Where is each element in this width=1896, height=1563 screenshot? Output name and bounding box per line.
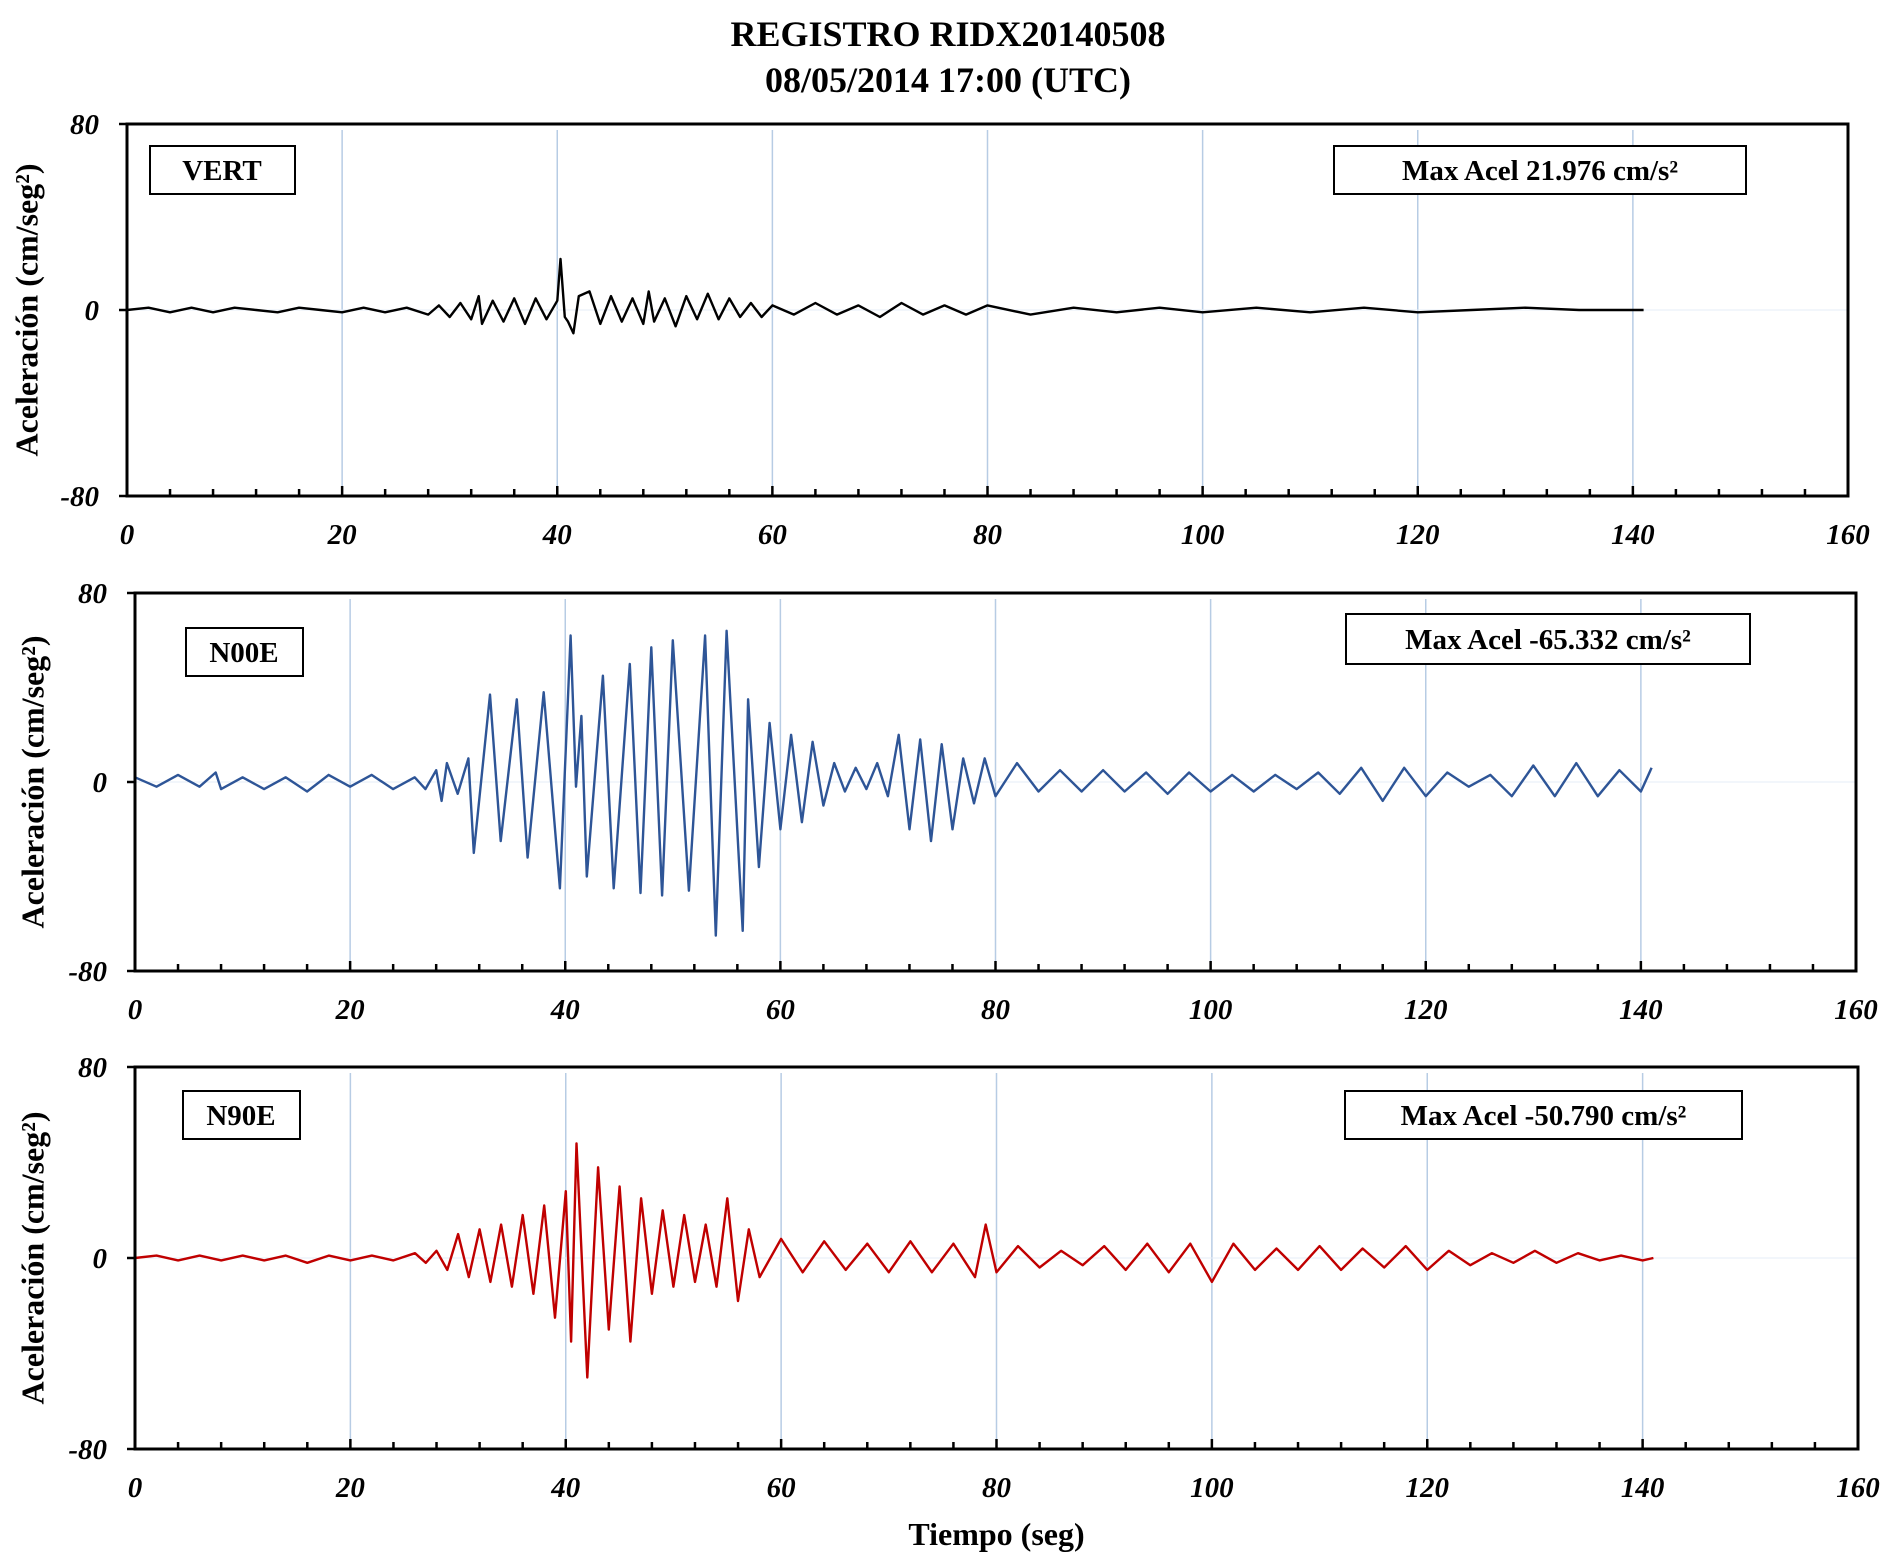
- series-line-n00e: [134, 629, 1653, 937]
- panel-n90e: 0 20 40 60 80 100 120 140 160 80 0 -80 Aceleración (…: [14, 1052, 1879, 1552]
- component-label: N00E: [209, 637, 278, 669]
- series-line-n90e: [134, 1142, 1654, 1379]
- max-accel-box: [1333, 145, 1747, 195]
- x-tick-label: 20: [327, 519, 357, 551]
- x-tick-label: 40: [550, 994, 580, 1026]
- y-tick-label: 80: [78, 578, 107, 610]
- panel-vert: 0 20 40 60 80 100 120 140 160 80 0 -80 Aceleración (…: [8, 109, 1869, 551]
- panel-n00e: 0 20 40 60 80 100 120 140 160 80 0 -80 Aceleración (…: [14, 578, 1877, 1026]
- y-tick-label: 0: [93, 767, 108, 799]
- x-tick-label: 100: [1181, 519, 1225, 551]
- x-tick-label: 60: [758, 519, 787, 551]
- x-tick-label: 120: [1406, 1472, 1450, 1504]
- x-tick-label: 80: [973, 519, 1002, 551]
- component-label: VERT: [182, 155, 262, 187]
- y-tick-label: 80: [78, 1052, 107, 1084]
- x-tick-label: 140: [1619, 994, 1663, 1026]
- x-tick-label: 0: [120, 519, 135, 551]
- component-box: [182, 1090, 301, 1140]
- x-tick-label: 140: [1621, 1472, 1665, 1504]
- x-tick-label: 0: [128, 994, 143, 1026]
- max-accel-label: Max Acel -50.790 cm/s²: [1401, 1100, 1687, 1132]
- x-tick-label: 160: [1834, 994, 1878, 1026]
- y-tick-label: 80: [70, 109, 99, 141]
- chart-subtitle: 08/05/2014 17:00 (UTC): [765, 60, 1131, 100]
- series-line-vert: [126, 257, 1644, 335]
- y-axis-label: Aceleración (cm/seg²): [14, 1111, 50, 1404]
- x-tick-label: 20: [335, 1472, 365, 1504]
- x-tick-label: 60: [767, 1472, 796, 1504]
- x-tick-label: 0: [128, 1472, 143, 1504]
- y-tick-label: -80: [68, 1434, 107, 1466]
- component-box: [149, 145, 296, 195]
- y-tick-label: -80: [60, 481, 99, 513]
- x-tick-label: 80: [982, 1472, 1011, 1504]
- x-tick-label: 140: [1611, 519, 1655, 551]
- y-tick-label: 0: [93, 1243, 108, 1275]
- x-tick-label: 20: [335, 994, 365, 1026]
- component-box: [185, 627, 304, 677]
- chart-title: REGISTRO RIDX20140508: [730, 14, 1166, 54]
- y-tick-label: -80: [68, 956, 107, 988]
- x-tick-label: 100: [1190, 1472, 1234, 1504]
- x-axis-label: Tiempo (seg): [908, 1516, 1084, 1552]
- x-tick-label: 60: [766, 994, 795, 1026]
- max-accel-box: [1345, 613, 1751, 665]
- x-tick-label: 40: [542, 519, 572, 551]
- x-tick-label: 100: [1189, 994, 1233, 1026]
- max-accel-box: [1344, 1090, 1743, 1140]
- max-accel-label: Max Acel -65.332 cm/s²: [1405, 624, 1691, 656]
- x-tick-label: 120: [1396, 519, 1440, 551]
- component-label: N90E: [206, 1100, 275, 1132]
- x-tick-label: 160: [1826, 519, 1870, 551]
- max-accel-label: Max Acel 21.976 cm/s²: [1402, 155, 1678, 187]
- y-axis-label: Aceleración (cm/seg²): [14, 635, 50, 928]
- x-tick-label: 40: [550, 1472, 580, 1504]
- y-axis-label: Aceleración (cm/seg²): [8, 163, 44, 456]
- y-tick-label: 0: [85, 295, 100, 327]
- x-tick-label: 160: [1836, 1472, 1880, 1504]
- x-tick-label: 80: [981, 994, 1010, 1026]
- x-tick-label: 120: [1404, 994, 1448, 1026]
